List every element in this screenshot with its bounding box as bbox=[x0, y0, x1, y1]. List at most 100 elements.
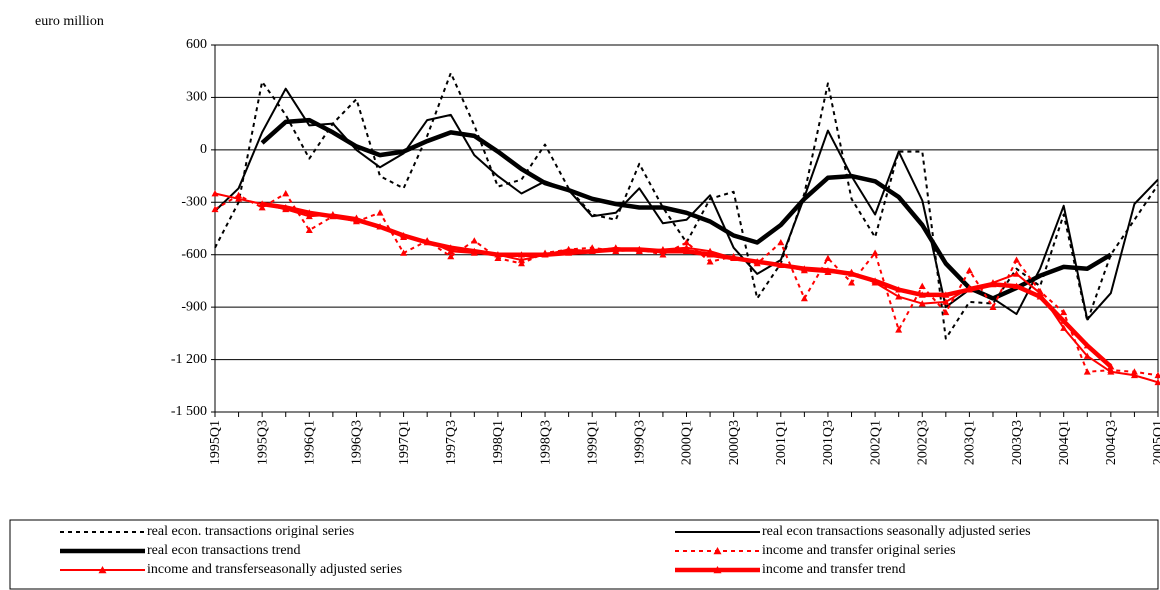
marker bbox=[1013, 282, 1021, 289]
y-tick-label: -1 200 bbox=[171, 352, 207, 367]
marker bbox=[1154, 371, 1160, 379]
marker bbox=[918, 300, 926, 307]
legend-label: real econ transactions trend bbox=[147, 543, 301, 558]
x-tick-label: 1999Q1 bbox=[585, 420, 600, 465]
marker bbox=[235, 191, 243, 199]
x-tick-label: 2004Q3 bbox=[1104, 420, 1119, 465]
marker bbox=[683, 244, 690, 251]
marker bbox=[447, 247, 455, 255]
x-tick-label: 1996Q3 bbox=[350, 420, 365, 465]
y-tick-label: 600 bbox=[186, 37, 207, 52]
marker bbox=[965, 286, 973, 293]
x-tick-label: 1995Q1 bbox=[208, 420, 223, 465]
series-line bbox=[214, 87, 1159, 321]
marker bbox=[494, 251, 502, 258]
marker bbox=[352, 216, 360, 223]
marker bbox=[258, 204, 266, 211]
marker bbox=[871, 277, 879, 284]
marker bbox=[517, 259, 525, 267]
marker bbox=[635, 245, 643, 253]
marker bbox=[989, 303, 997, 310]
marker bbox=[282, 204, 290, 211]
y-tick-label: 0 bbox=[200, 142, 207, 157]
marker bbox=[965, 266, 973, 274]
marker bbox=[848, 279, 856, 286]
series-line bbox=[260, 117, 1112, 301]
marker bbox=[683, 238, 690, 246]
marker bbox=[98, 566, 107, 574]
marker bbox=[1130, 371, 1138, 379]
series-line bbox=[214, 192, 1159, 377]
marker bbox=[1130, 368, 1138, 375]
marker bbox=[753, 258, 761, 265]
marker bbox=[871, 249, 879, 256]
marker bbox=[942, 308, 950, 316]
marker bbox=[447, 244, 455, 251]
marker bbox=[612, 245, 620, 253]
x-tick-label: 2003Q1 bbox=[963, 420, 978, 465]
x-tick-label: 2000Q3 bbox=[727, 420, 742, 465]
marker bbox=[942, 298, 950, 305]
marker bbox=[211, 190, 219, 197]
marker bbox=[1060, 317, 1068, 324]
marker bbox=[989, 280, 997, 288]
marker bbox=[1013, 256, 1021, 263]
y-tick-label: -300 bbox=[181, 195, 207, 210]
marker bbox=[588, 247, 596, 255]
x-tick-label: 2001Q3 bbox=[821, 420, 836, 465]
marker bbox=[800, 294, 808, 302]
marker bbox=[659, 251, 667, 258]
marker bbox=[848, 270, 856, 277]
marker bbox=[423, 238, 431, 246]
marker bbox=[1060, 308, 1068, 316]
marker bbox=[376, 223, 384, 230]
marker bbox=[918, 291, 926, 298]
marker bbox=[824, 254, 832, 262]
marker bbox=[517, 251, 525, 258]
marker bbox=[1060, 324, 1068, 331]
marker bbox=[305, 212, 313, 220]
x-tick-label: 2000Q1 bbox=[680, 420, 695, 465]
marker bbox=[1107, 368, 1115, 375]
marker bbox=[470, 247, 478, 255]
marker bbox=[541, 251, 549, 258]
marker bbox=[517, 256, 525, 263]
marker bbox=[895, 326, 903, 333]
y-axis-label: euro million bbox=[35, 14, 104, 29]
legend-box bbox=[9, 519, 1159, 590]
marker bbox=[400, 231, 408, 239]
y-tick-label: -600 bbox=[181, 247, 207, 262]
x-tick-label: 2001Q1 bbox=[774, 420, 789, 465]
marker bbox=[713, 547, 722, 555]
marker bbox=[713, 566, 722, 574]
marker bbox=[400, 249, 408, 256]
marker bbox=[730, 254, 738, 262]
y-tick-label: -900 bbox=[181, 299, 207, 314]
x-tick-label: 1999Q3 bbox=[633, 420, 648, 465]
series-line bbox=[261, 201, 1113, 369]
marker bbox=[895, 286, 903, 293]
y-tick-label: -1 500 bbox=[171, 404, 207, 419]
marker bbox=[565, 249, 573, 256]
marker bbox=[683, 247, 690, 255]
series-line bbox=[214, 72, 1159, 340]
marker bbox=[1013, 270, 1021, 277]
x-tick-label: 1995Q3 bbox=[255, 420, 270, 465]
marker bbox=[282, 190, 290, 197]
marker bbox=[800, 265, 808, 272]
x-tick-label: 2002Q1 bbox=[868, 420, 883, 465]
y-tick-label: 300 bbox=[186, 90, 207, 105]
marker bbox=[777, 261, 785, 268]
x-tick-label: 2003Q3 bbox=[1010, 420, 1025, 465]
x-tick-label: 2004Q1 bbox=[1057, 420, 1072, 465]
marker bbox=[706, 251, 714, 258]
marker bbox=[258, 200, 266, 207]
x-tick-label: 2002Q3 bbox=[915, 420, 930, 465]
marker bbox=[447, 252, 455, 260]
marker bbox=[1083, 342, 1091, 349]
x-tick-label: 1997Q1 bbox=[397, 420, 412, 465]
legend-label: income and transferseasonally adjusted s… bbox=[147, 562, 402, 577]
marker bbox=[1107, 363, 1115, 370]
x-tick-label: 1996Q1 bbox=[303, 420, 318, 465]
